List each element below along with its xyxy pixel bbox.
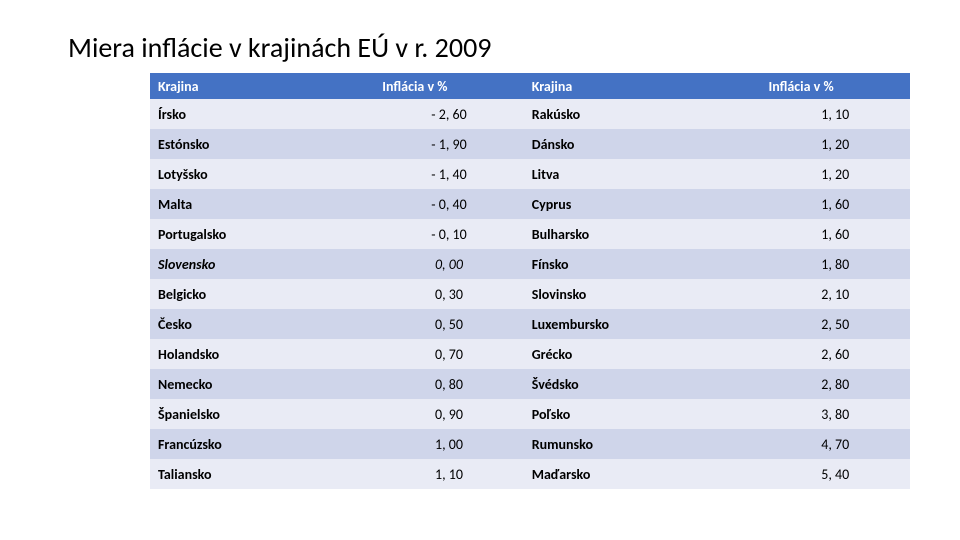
header-country-left: Krajina xyxy=(150,73,374,99)
cell-country-right: Dánsko xyxy=(524,129,761,159)
table-body: Írsko- 2, 60Rakúsko1, 10Estónsko- 1, 90D… xyxy=(150,99,910,489)
cell-country-left: Lotyšsko xyxy=(150,159,374,189)
cell-value-left: 0, 50 xyxy=(374,309,524,339)
table-row: Portugalsko- 0, 10Bulharsko1, 60 xyxy=(150,219,910,249)
cell-value-right: 5, 40 xyxy=(760,459,910,489)
cell-value-right: 2, 80 xyxy=(760,369,910,399)
table-row: Belgicko0, 30Slovinsko2, 10 xyxy=(150,279,910,309)
table-row: Nemecko0, 80Švédsko2, 80 xyxy=(150,369,910,399)
cell-value-right: 1, 20 xyxy=(760,159,910,189)
cell-country-right: Maďarsko xyxy=(524,459,761,489)
table-row: Slovensko0, 00Fínsko1, 80 xyxy=(150,249,910,279)
table-header-row: Krajina Inflácia v % Krajina Inflácia v … xyxy=(150,73,910,99)
cell-country-right: Poľsko xyxy=(524,399,761,429)
header-value-left: Inflácia v % xyxy=(374,73,524,99)
header-country-right: Krajina xyxy=(524,73,761,99)
cell-country-left: Taliansko xyxy=(150,459,374,489)
cell-country-left: Írsko xyxy=(150,99,374,129)
cell-country-left: Estónsko xyxy=(150,129,374,159)
cell-value-left: 0, 30 xyxy=(374,279,524,309)
cell-value-right: 1, 60 xyxy=(760,189,910,219)
cell-value-left: - 1, 40 xyxy=(374,159,524,189)
table-row: Česko0, 50Luxembursko2, 50 xyxy=(150,309,910,339)
cell-country-right: Švédsko xyxy=(524,369,761,399)
cell-country-right: Litva xyxy=(524,159,761,189)
cell-value-left: 0, 00 xyxy=(374,249,524,279)
cell-country-right: Rumunsko xyxy=(524,429,761,459)
table-row: Francúzsko1, 00Rumunsko4, 70 xyxy=(150,429,910,459)
cell-country-right: Slovinsko xyxy=(524,279,761,309)
cell-value-right: 1, 10 xyxy=(760,99,910,129)
table-row: Lotyšsko- 1, 40Litva1, 20 xyxy=(150,159,910,189)
cell-country-left: Holandsko xyxy=(150,339,374,369)
table-row: Holandsko0, 70Grécko2, 60 xyxy=(150,339,910,369)
cell-value-right: 2, 50 xyxy=(760,309,910,339)
cell-value-left: - 1, 90 xyxy=(374,129,524,159)
cell-value-left: - 2, 60 xyxy=(374,99,524,129)
table-row: Estónsko- 1, 90Dánsko1, 20 xyxy=(150,129,910,159)
page-title: Miera inflácie v krajinách EÚ v r. 2009 xyxy=(68,30,900,65)
cell-country-left: Belgicko xyxy=(150,279,374,309)
cell-value-left: - 0, 40 xyxy=(374,189,524,219)
table-row: Taliansko1, 10Maďarsko5, 40 xyxy=(150,459,910,489)
cell-country-left: Slovensko xyxy=(150,249,374,279)
cell-country-right: Rakúsko xyxy=(524,99,761,129)
cell-country-left: Česko xyxy=(150,309,374,339)
cell-country-left: Nemecko xyxy=(150,369,374,399)
cell-country-right: Bulharsko xyxy=(524,219,761,249)
cell-value-left: 0, 80 xyxy=(374,369,524,399)
cell-value-right: 1, 80 xyxy=(760,249,910,279)
cell-country-right: Grécko xyxy=(524,339,761,369)
cell-value-right: 1, 20 xyxy=(760,129,910,159)
cell-value-right: 2, 60 xyxy=(760,339,910,369)
cell-country-left: Malta xyxy=(150,189,374,219)
cell-country-left: Francúzsko xyxy=(150,429,374,459)
table-row: Malta- 0, 40Cyprus1, 60 xyxy=(150,189,910,219)
inflation-table-wrap: Krajina Inflácia v % Krajina Inflácia v … xyxy=(150,73,910,489)
header-value-right: Inflácia v % xyxy=(760,73,910,99)
cell-country-right: Fínsko xyxy=(524,249,761,279)
cell-value-left: - 0, 10 xyxy=(374,219,524,249)
cell-country-right: Luxembursko xyxy=(524,309,761,339)
cell-value-right: 4, 70 xyxy=(760,429,910,459)
table-row: Španielsko0, 90Poľsko3, 80 xyxy=(150,399,910,429)
inflation-table: Krajina Inflácia v % Krajina Inflácia v … xyxy=(150,73,910,489)
cell-country-right: Cyprus xyxy=(524,189,761,219)
cell-value-right: 1, 60 xyxy=(760,219,910,249)
cell-value-left: 0, 70 xyxy=(374,339,524,369)
cell-value-left: 1, 00 xyxy=(374,429,524,459)
cell-value-left: 0, 90 xyxy=(374,399,524,429)
cell-country-left: Španielsko xyxy=(150,399,374,429)
cell-value-left: 1, 10 xyxy=(374,459,524,489)
table-row: Írsko- 2, 60Rakúsko1, 10 xyxy=(150,99,910,129)
cell-value-right: 3, 80 xyxy=(760,399,910,429)
cell-value-right: 2, 10 xyxy=(760,279,910,309)
cell-country-left: Portugalsko xyxy=(150,219,374,249)
